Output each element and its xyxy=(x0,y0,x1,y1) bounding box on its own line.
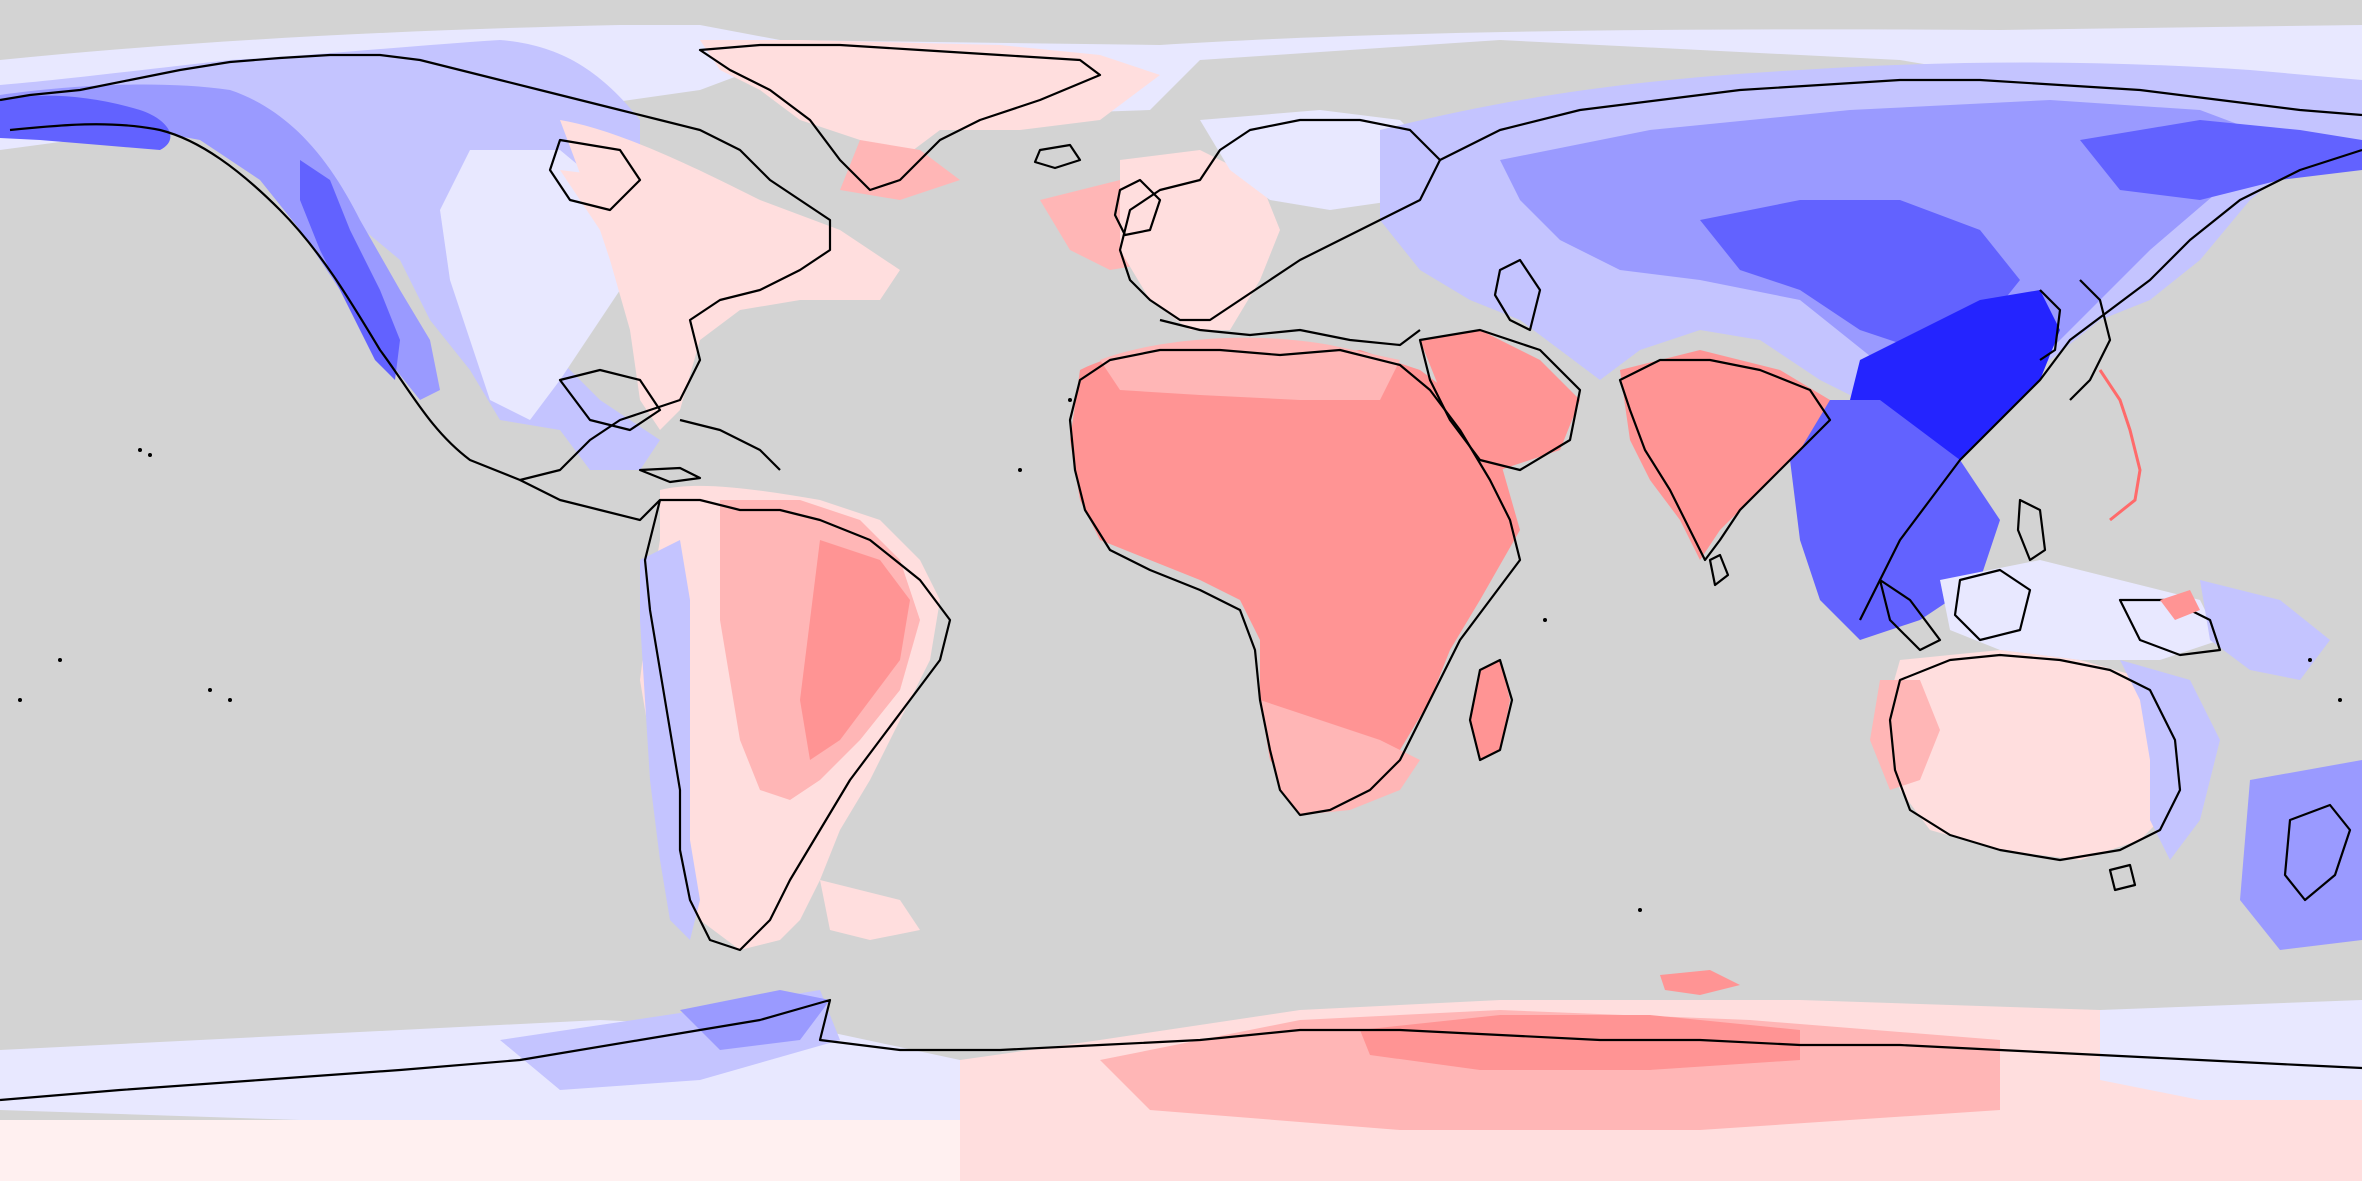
coast-british-isles xyxy=(1113,178,1162,237)
coast-central-america xyxy=(519,479,661,522)
australia-west-red-fill xyxy=(1870,680,1940,790)
island-dot xyxy=(148,453,152,457)
coast-new-zealand xyxy=(2283,803,2352,902)
island-dot xyxy=(58,658,62,662)
antarctica-east-strong-fill xyxy=(1360,1015,1800,1070)
island-dot xyxy=(18,698,22,702)
coast-africa xyxy=(1068,348,1522,817)
madagascar-fill xyxy=(1470,660,1510,760)
far-east-strong-fill xyxy=(2080,120,2362,200)
coast-philippines xyxy=(2016,498,2047,562)
island-dot xyxy=(2338,698,2342,702)
coast-east-asia xyxy=(1859,148,2362,621)
coast-south-america xyxy=(643,498,952,952)
rockies-strong-fill xyxy=(300,160,400,380)
coast-sumatra xyxy=(1878,578,1942,652)
coast-australia xyxy=(1888,653,2182,862)
antarctica-far-east-blue-fill xyxy=(2100,1000,2362,1100)
coast-caspian xyxy=(1493,258,1542,332)
island-dot xyxy=(138,448,142,452)
coast-japan xyxy=(2069,279,2112,401)
coast-cuba xyxy=(638,466,702,484)
maritime-continent-fill xyxy=(1940,560,2220,660)
coast-hudson-bay xyxy=(548,138,642,212)
australia-east-blue-fill xyxy=(2120,660,2220,860)
coast-greenland xyxy=(698,43,1102,192)
central-north-america-fill xyxy=(440,150,640,420)
coast-caribbean xyxy=(679,418,781,471)
coastlines xyxy=(0,43,2362,1102)
europe-fill xyxy=(1120,150,1280,330)
coast-asia-north xyxy=(1439,78,2362,161)
africa-east-light-fill xyxy=(1100,337,1400,400)
coast-sri-lanka xyxy=(1708,553,1730,587)
pacific-islands-fill xyxy=(2200,580,2330,680)
coast-india xyxy=(1618,358,1832,562)
arabia-fill xyxy=(1420,330,1580,470)
trench-red-line xyxy=(2098,369,2142,522)
africa-fill xyxy=(1070,346,1520,800)
island-dot xyxy=(1543,618,1547,622)
anomaly-layer xyxy=(0,25,2362,1181)
india-fill xyxy=(1620,350,1830,560)
red-shelf-patch xyxy=(2160,590,2200,620)
brazil-strong-fill xyxy=(800,540,910,760)
island-dot xyxy=(1068,398,1072,402)
island-dot xyxy=(228,698,232,702)
australia-fill xyxy=(1880,650,2180,860)
antarctica-bottom-fill xyxy=(0,1120,960,1181)
greenland-inner-fill xyxy=(840,140,960,200)
arctic-band xyxy=(0,25,2362,150)
coast-korea xyxy=(2039,289,2062,361)
island-dot xyxy=(2308,658,2312,662)
coast-arabia xyxy=(1418,328,1582,472)
island-dot xyxy=(1638,908,1642,912)
island-dot xyxy=(208,688,212,692)
patagonia-fill xyxy=(820,880,920,940)
coast-mediterranean xyxy=(1159,318,1421,347)
greenland-fill xyxy=(700,40,1160,160)
island-dot xyxy=(1018,468,1022,472)
coast-north-america xyxy=(0,53,832,482)
coast-gulf-mexico xyxy=(558,368,662,432)
labrador-fill xyxy=(560,170,680,240)
antarctic-red-patch xyxy=(1660,970,1740,995)
coast-borneo xyxy=(1953,568,2032,642)
coast-europe xyxy=(1118,118,1442,322)
alaska-strong-fill xyxy=(0,95,171,150)
new-zealand-halo-fill xyxy=(2240,760,2362,950)
south-africa-light-fill xyxy=(1260,700,1420,815)
coast-iceland xyxy=(1033,143,1082,170)
coast-madagascar xyxy=(1468,658,1514,762)
coast-antarctica xyxy=(0,998,2362,1102)
island-dots xyxy=(18,398,2342,912)
central-asia-strong-fill xyxy=(1700,200,2020,350)
coast-tasmania xyxy=(2108,863,2137,892)
